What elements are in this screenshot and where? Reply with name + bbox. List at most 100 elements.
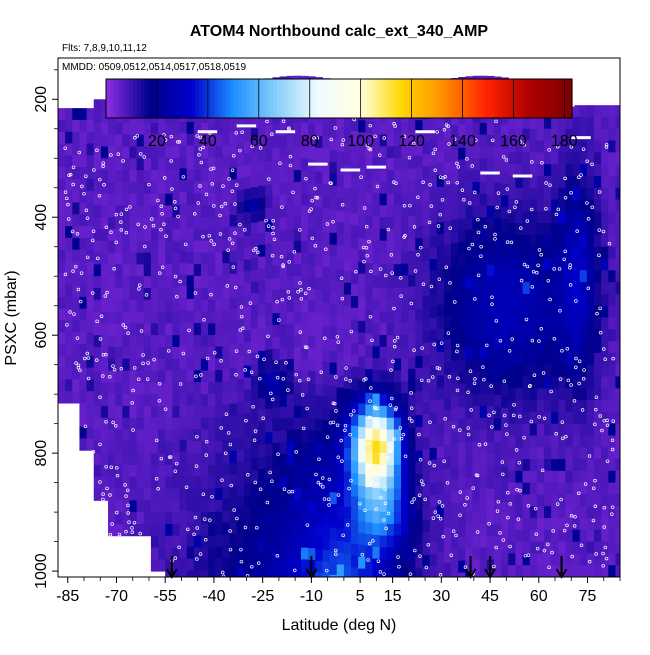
heatmap-cell <box>208 276 216 289</box>
heatmap-cell <box>129 181 138 195</box>
sample-point <box>433 510 438 514</box>
sample-point <box>243 368 248 372</box>
heatmap-cell <box>336 139 345 153</box>
heatmap-cell <box>601 305 609 318</box>
colorbar-swatch <box>346 79 352 118</box>
sample-point <box>436 514 440 518</box>
heatmap-cell <box>300 134 309 148</box>
heatmap-cell <box>429 129 438 142</box>
heatmap-cell <box>200 252 209 265</box>
heatmap-cell <box>536 352 545 366</box>
sample-point <box>137 283 142 287</box>
heatmap-cell <box>465 512 474 525</box>
heatmap-cell <box>472 559 481 572</box>
sample-point <box>360 553 365 557</box>
heatmap-cell <box>172 264 180 277</box>
heatmap-cell <box>379 122 388 136</box>
heatmap-cell <box>565 352 574 366</box>
heatmap-cell <box>208 158 216 171</box>
heatmap-cell <box>615 128 620 142</box>
colorbar-tick-label: 100 <box>347 133 374 150</box>
heatmap-cell <box>286 453 295 466</box>
sample-point <box>231 265 236 269</box>
sample-point <box>462 198 466 202</box>
heatmap-cell <box>136 252 145 265</box>
heatmap-cell <box>108 134 116 147</box>
heatmap-cell <box>179 345 188 358</box>
heatmap-cell <box>79 190 88 203</box>
sample-point <box>201 234 205 239</box>
heatmap-cell <box>594 164 602 177</box>
heatmap-cell <box>522 364 531 377</box>
heatmap-cell <box>508 116 516 130</box>
sample-point <box>258 376 262 381</box>
heatmap-cell <box>308 524 316 537</box>
sample-point <box>516 517 521 521</box>
heatmap-cell <box>565 435 574 448</box>
heatmap-cell <box>401 204 409 217</box>
heatmap-cell <box>336 163 345 176</box>
heatmap-cell <box>451 526 459 539</box>
heatmap-cell <box>458 218 466 231</box>
heatmap-cell <box>115 181 123 195</box>
heatmap-cell <box>322 479 331 492</box>
heatmap-cell <box>329 456 338 470</box>
heatmap-cell <box>601 388 609 401</box>
sample-point <box>560 420 565 424</box>
heatmap-cell <box>86 178 95 192</box>
heatmap-cell <box>401 369 409 383</box>
sample-point <box>498 338 503 343</box>
heatmap-cell <box>543 152 552 165</box>
heatmap-cell <box>493 453 502 467</box>
heatmap-cell <box>315 466 323 479</box>
heatmap-cell <box>215 311 223 324</box>
heatmap-cell <box>222 357 231 370</box>
sample-point <box>305 406 309 411</box>
heatmap-cell <box>250 163 259 176</box>
heatmap-cell <box>100 217 109 230</box>
heatmap-cell <box>508 246 516 260</box>
heatmap-cell <box>122 429 130 442</box>
sample-point <box>282 487 287 491</box>
heatmap-cell <box>543 341 552 354</box>
heatmap-cell <box>522 164 531 177</box>
heatmap-cell <box>100 240 109 254</box>
sample-point <box>398 426 403 430</box>
heatmap-cell <box>72 214 80 227</box>
heatmap-cell <box>451 137 459 150</box>
heatmap-cell <box>458 206 466 220</box>
heatmap-cell <box>415 297 423 310</box>
heatmap-cell <box>165 193 173 206</box>
heatmap-cell <box>479 264 488 277</box>
heatmap-cell <box>486 465 495 478</box>
heatmap-cell <box>272 159 281 173</box>
sample-point <box>408 203 412 208</box>
heatmap-cell <box>115 488 123 501</box>
heatmap-cell <box>265 385 273 398</box>
heatmap-cell <box>501 549 509 562</box>
heatmap-cell <box>100 358 109 372</box>
heatmap-cell <box>236 272 245 285</box>
heatmap-cell <box>601 341 609 354</box>
heatmap-cell <box>408 298 416 311</box>
heatmap-cell <box>329 162 338 175</box>
heatmap-cell <box>572 388 581 401</box>
colorbar-swatch <box>420 79 426 118</box>
colorbar-swatch <box>292 79 297 118</box>
sample-point <box>590 205 594 210</box>
heatmap-cell <box>286 347 295 360</box>
heatmap-cell <box>100 134 109 147</box>
sample-point <box>239 305 244 309</box>
heatmap-cell <box>329 173 338 187</box>
heatmap-cell <box>279 170 288 184</box>
heatmap-cell <box>529 246 538 260</box>
heatmap-cell <box>93 382 102 395</box>
sample-point <box>379 495 383 500</box>
heatmap-cell <box>122 240 130 254</box>
heatmap-cell <box>208 299 216 312</box>
sample-point <box>479 254 483 258</box>
heatmap-cell <box>472 205 481 218</box>
heatmap-cell <box>115 358 123 372</box>
heatmap-cell <box>594 565 602 577</box>
